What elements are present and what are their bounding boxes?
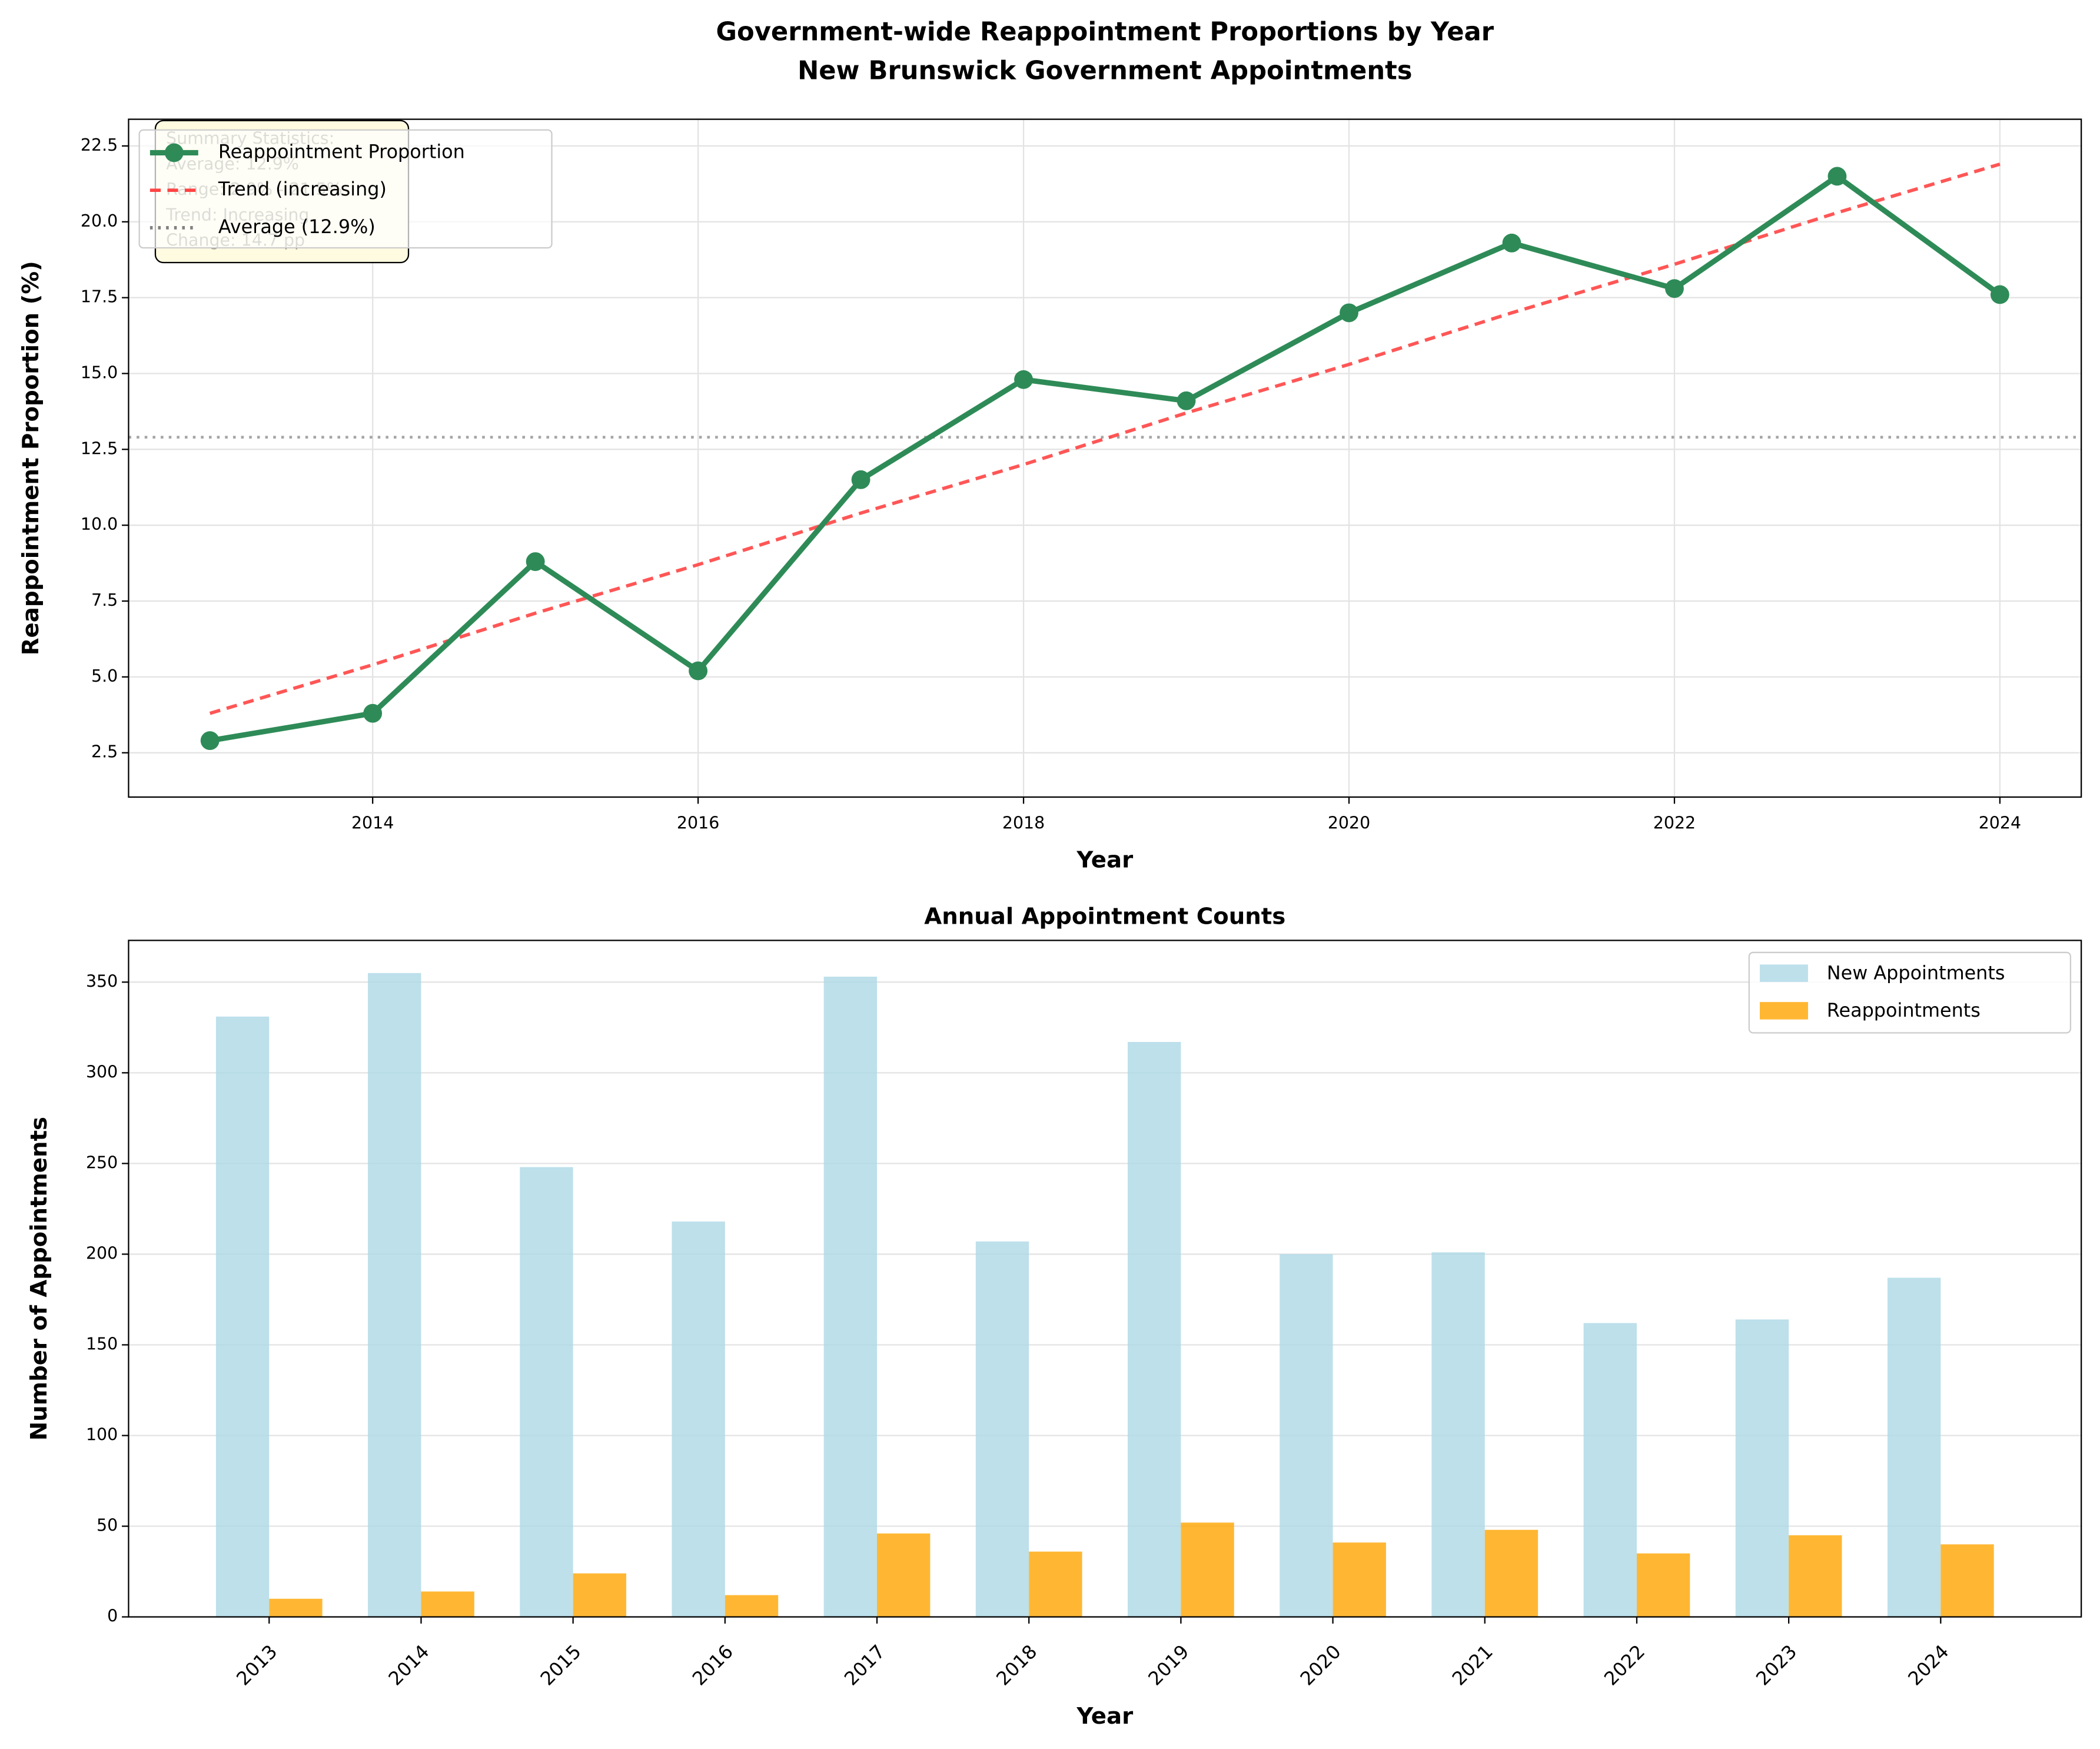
bar [1280,1254,1333,1617]
bar [1887,1277,1941,1617]
point [1340,303,1358,323]
legend-label: Trend (increasing) [218,178,387,200]
y-tick-label: 250 [86,1153,118,1172]
bar [421,1591,474,1617]
figure-subtitle: New Brunswick Government Appointments [798,56,1412,85]
x-tick-label: 2016 [677,813,719,832]
point [689,661,708,681]
point [1177,391,1196,410]
legend-label: Reappointment Proportion [218,140,465,162]
legend-box [1748,951,2072,1034]
y-tick-label: 350 [86,971,118,991]
bar [1484,1529,1539,1617]
point [1502,233,1521,253]
y-axis-label: Reappointment Proportion (%) [18,261,44,655]
bar [1583,1323,1637,1617]
bar [672,1221,725,1617]
bar [1940,1544,1994,1617]
point [200,731,220,751]
bar [1735,1319,1789,1617]
bar [1431,1252,1485,1617]
point [1827,167,1847,186]
point [1665,279,1684,298]
bar [725,1595,779,1617]
plot-frame [128,940,2082,1618]
point [851,470,870,489]
bar [975,1241,1029,1617]
bar [215,1016,270,1617]
legend-label: Average (12.9%) [218,215,376,238]
point [526,552,545,571]
y-tick-label: 10.0 [81,515,118,534]
y-tick-label: 2.5 [91,742,118,762]
bar [520,1167,573,1617]
point [1014,370,1033,389]
legend-label: Reappointments [1827,999,1981,1021]
bar [1181,1522,1234,1617]
x-tick-label: 2024 [1979,813,2021,832]
series-line [209,172,2002,744]
legend-swatch [1760,964,1808,982]
bar [269,1598,323,1617]
bar [1029,1551,1082,1617]
bar [1789,1535,1842,1617]
x-tick-label: 2014 [351,813,394,832]
plot-frame [128,118,2082,798]
y-tick-label: 300 [86,1062,118,1081]
figure-title: Government-wide Reappointment Proportion… [716,17,1494,47]
chart-title: Annual Appointment Counts [924,903,1285,930]
y-tick-label: 200 [86,1243,118,1263]
legend-box [138,129,553,249]
bar [368,973,421,1617]
x-tick-label: 2018 [1002,813,1045,832]
y-tick-label: 20.0 [81,211,118,231]
y-tick-label: 100 [86,1425,118,1445]
bar [823,977,878,1617]
y-tick-label: 50 [97,1516,118,1535]
y-tick-label: 7.5 [91,590,118,610]
bar [877,1533,931,1617]
y-axis-label: Number of Appointments [26,1117,52,1441]
legend-label: New Appointments [1827,961,2005,984]
x-tick-label: 2020 [1328,813,1370,832]
y-tick-label: 22.5 [81,135,118,155]
y-tick-label: 5.0 [91,666,118,686]
x-axis-label: Year [1076,1703,1133,1730]
x-tick-label: 2022 [1653,813,1696,832]
bar [1636,1553,1690,1617]
bar [1128,1041,1181,1617]
y-tick-label: 15.0 [81,363,118,382]
legend-swatch [1760,1002,1808,1020]
x-axis-label: Year [1076,847,1133,874]
y-tick-label: 150 [86,1334,118,1353]
bar [1333,1542,1386,1617]
y-tick-label: 17.5 [81,287,118,307]
point [1990,285,2009,304]
bar [573,1573,627,1617]
legend-marker [164,143,184,162]
point [363,703,383,723]
y-tick-label: 12.5 [81,439,118,458]
y-tick-label: 0 [107,1607,118,1626]
